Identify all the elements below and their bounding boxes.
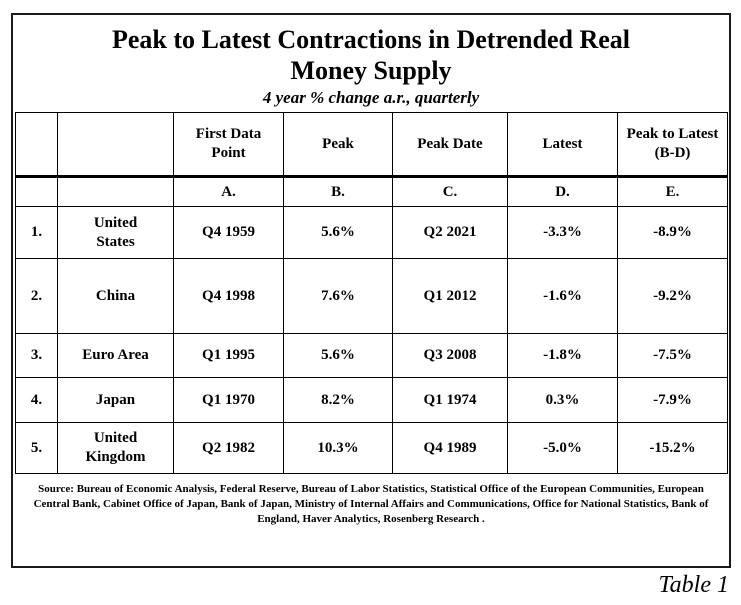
figure-frame: Peak to Latest Contractions in Detrended…: [11, 13, 731, 568]
cell-peak: 8.2%: [283, 377, 393, 423]
cell-peak-date: Q1 1974: [392, 377, 508, 423]
cell-peak: 5.6%: [283, 333, 393, 378]
header-cell-peak: Peak: [283, 112, 393, 178]
cell-peak-to-latest: -7.9%: [617, 377, 728, 423]
cell-peak-date: Q4 1989: [392, 422, 508, 474]
cell-peak: 5.6%: [283, 206, 393, 259]
table-caption: Table 1: [658, 572, 729, 598]
cell-country: Euro Area: [57, 333, 174, 378]
cell-row-number: 3.: [15, 333, 58, 378]
header-cell-country: [57, 112, 174, 178]
data-table: First Data Point Peak Peak Date Latest P…: [15, 112, 728, 474]
letter-cell-a: A.: [173, 176, 284, 207]
cell-first-data-point: Q1 1970: [173, 377, 284, 423]
source-note: Source: Bureau of Economic Analysis, Fed…: [33, 483, 709, 525]
cell-first-data-point: Q2 1982: [173, 422, 284, 474]
letter-cell-d: D.: [507, 176, 618, 207]
cell-peak-date: Q2 2021: [392, 206, 508, 259]
cell-country: Japan: [57, 377, 174, 423]
letter-cell-b: B.: [283, 176, 393, 207]
cell-peak-to-latest: -15.2%: [617, 422, 728, 474]
cell-row-number: 4.: [15, 377, 58, 423]
header-cell-latest: Latest: [507, 112, 618, 178]
cell-latest: -5.0%: [507, 422, 618, 474]
cell-first-data-point: Q4 1998: [173, 258, 284, 334]
cell-row-number: 2.: [15, 258, 58, 334]
cell-country: China: [57, 258, 174, 334]
page-subtitle: 4 year % change a.r., quarterly: [262, 88, 480, 107]
cell-first-data-point: Q1 1995: [173, 333, 284, 378]
table-row-euro-area: 3. Euro Area Q1 1995 5.6% Q3 2008 -1.8% …: [15, 333, 728, 378]
letter-cell-c: C.: [392, 176, 508, 207]
cell-peak: 10.3%: [283, 422, 393, 474]
letter-header-row: A. B. C. D. E.: [15, 176, 728, 207]
table-row-japan: 4. Japan Q1 1970 8.2% Q1 1974 0.3% -7.9%: [15, 377, 728, 423]
cell-peak-date: Q1 2012: [392, 258, 508, 334]
letter-cell-empty-1: [15, 176, 58, 207]
letter-cell-e: E.: [617, 176, 728, 207]
cell-latest: -3.3%: [507, 206, 618, 259]
cell-latest: -1.6%: [507, 258, 618, 334]
cell-peak: 7.6%: [283, 258, 393, 334]
cell-peak-to-latest: -8.9%: [617, 206, 728, 259]
header-cell-peak-date: Peak Date: [392, 112, 508, 178]
cell-peak-to-latest: -7.5%: [617, 333, 728, 378]
column-header-row: First Data Point Peak Peak Date Latest P…: [15, 112, 728, 178]
cell-row-number: 5.: [15, 422, 58, 474]
cell-first-data-point: Q4 1959: [173, 206, 284, 259]
cell-row-number: 1.: [15, 206, 58, 259]
cell-latest: 0.3%: [507, 377, 618, 423]
cell-country: United Kingdom: [57, 422, 174, 474]
table-row-united-states: 1. United States Q4 1959 5.6% Q2 2021 -3…: [15, 206, 728, 259]
letter-cell-empty-2: [57, 176, 174, 207]
page-title: Peak to Latest Contractions in Detrended…: [111, 25, 631, 85]
cell-peak-date: Q3 2008: [392, 333, 508, 378]
table-row-united-kingdom: 5. United Kingdom Q2 1982 10.3% Q4 1989 …: [15, 422, 728, 474]
cell-peak-to-latest: -9.2%: [617, 258, 728, 334]
cell-country: United States: [57, 206, 174, 259]
cell-latest: -1.8%: [507, 333, 618, 378]
header-cell-first-data-point: First Data Point: [173, 112, 284, 178]
header-cell-peak-to-latest: Peak to Latest (B-D): [617, 112, 728, 178]
table-row-china: 2. China Q4 1998 7.6% Q1 2012 -1.6% -9.2…: [15, 258, 728, 334]
header-cell-row-number: [15, 112, 58, 178]
